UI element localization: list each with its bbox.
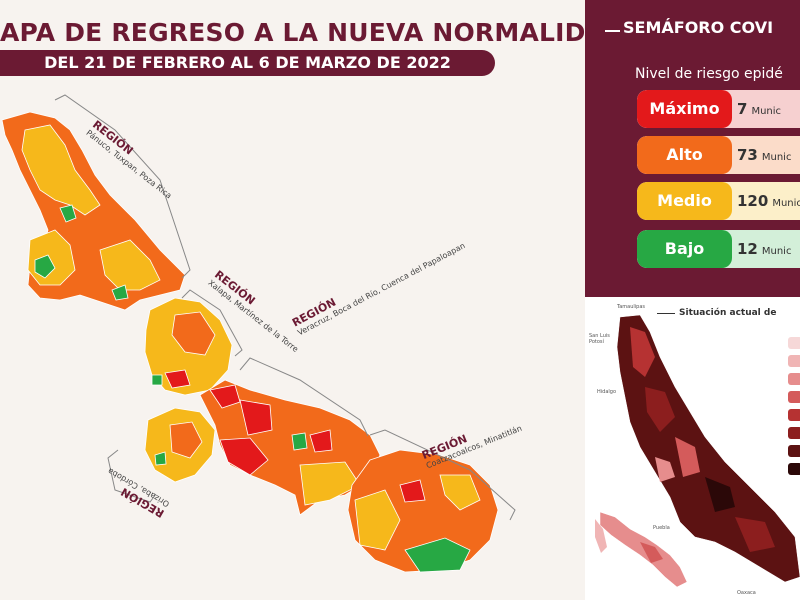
level-bajo-count: 12 Munic: [737, 240, 792, 258]
title-dash: [605, 30, 620, 32]
region-veracruz-shape: [199, 379, 381, 516]
inset-title-dash: [657, 313, 675, 314]
level-medio-count: 120 Munic: [737, 192, 800, 210]
inset-place-slp: San Luis Potosí: [589, 333, 610, 345]
inset-map-panel: Situación actual de Tamaulipas San Luis …: [585, 297, 800, 600]
region-coatza-shape: [347, 449, 499, 573]
inset-place-puebla: Puebla: [653, 525, 670, 531]
level-bajo-label: Bajo: [637, 230, 732, 268]
level-maximo-count: 7 Munic: [737, 100, 782, 118]
legend-swatch-2: [788, 355, 800, 367]
level-bajo: Bajo 12 Munic: [637, 230, 800, 268]
date-range: DEL 21 DE FEBRERO AL 6 DE MARZO DE 2022: [44, 53, 451, 72]
inset-title: Situación actual de: [679, 308, 777, 318]
legend-swatch-4: [788, 391, 800, 403]
legend-swatch-1: [788, 337, 800, 349]
legend-swatch-5: [788, 409, 800, 421]
legend-swatch-8: [788, 463, 800, 475]
region-xalapa-shape: [144, 297, 233, 396]
inset-place-hidalgo: Hidalgo: [597, 389, 617, 395]
level-medio-label: Medio: [637, 182, 732, 220]
region-north-shape: [1, 111, 186, 311]
level-alto-count: 73 Munic: [737, 146, 792, 164]
region-brackets: [54, 94, 516, 521]
level-medio: Medio 120 Munic: [637, 182, 800, 220]
inset-veracruz-map: [595, 314, 800, 588]
inset-place-oaxaca: Oaxaca: [737, 590, 756, 596]
legend-swatch-3: [788, 373, 800, 385]
semaforo-subtitle: Nivel de riesgo epidé: [635, 66, 783, 82]
subtitle-banner: DEL 21 DE FEBRERO AL 6 DE MARZO DE 2022: [0, 50, 495, 76]
semaforo-title: SEMÁFORO COVI: [623, 18, 774, 37]
legend-swatch-7: [788, 445, 800, 457]
level-maximo: Máximo 7 Munic: [637, 90, 800, 128]
veracruz-map: [1, 94, 516, 573]
region-orizaba-shape: [144, 407, 216, 483]
map-title: APA DE REGRESO A LA NUEVA NORMALIDAD: [0, 18, 627, 47]
semaforo-panel: SEMÁFORO COVI Nivel de riesgo epidé Máxi…: [585, 0, 800, 297]
inset-place-tamaulipas: Tamaulipas: [617, 304, 646, 310]
level-alto: Alto 73 Munic: [637, 136, 800, 174]
level-alto-label: Alto: [637, 136, 732, 174]
level-maximo-label: Máximo: [637, 90, 732, 128]
legend-swatch-6: [788, 427, 800, 439]
